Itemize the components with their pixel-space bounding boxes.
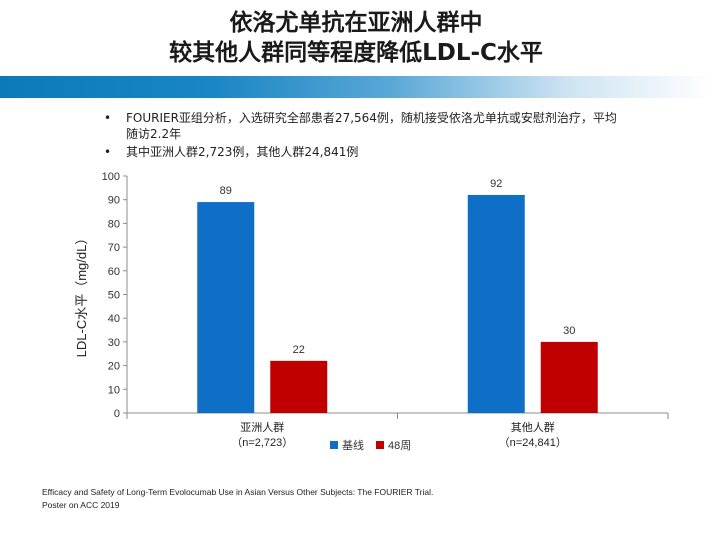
y-tick-label: 80 [108,218,120,230]
data-label: 92 [490,178,502,190]
header-gradient-band [0,76,712,98]
bar-chart: 0 10 20 30 40 50 60 70 80 90 100 LDL-C水平（mg/dL） 89 22… [74,171,669,452]
legend-label: 基线 [342,438,364,452]
bar [197,202,255,413]
y-tick-label: 50 [108,290,120,302]
bullet-marker: • [104,145,112,159]
data-label: 89 [220,185,232,197]
y-tick-label: 20 [108,361,120,373]
y-axis-title: LDL-C水平（mg/dL） [74,232,89,358]
x-category-label: 亚洲人群 [240,420,284,434]
bullet-text: FOURIER亚组分析，入选研究全部患者27,564例，随机接受依洛尤单抗或安慰… [126,111,617,141]
title-line-1: 依洛尤单抗在亚洲人群中 [229,10,483,36]
reference-footnote: Efficacy and Safety of Long-Term Evolocu… [42,486,433,512]
bullet-item: • FOURIER亚组分析，入选研究全部患者27,564例，随机接受依洛尤单抗或… [104,110,624,142]
title-line-2: 较其他人群同等程度降低LDL-C水平 [169,40,543,66]
bar [467,194,525,413]
x-category-sublabel: （n=2,723） [231,436,293,449]
y-tick-label: 100 [102,171,120,183]
legend-swatch [330,441,338,449]
legend-label: 48周 [388,439,411,452]
bullet-list: • FOURIER亚组分析，入选研究全部患者27,564例，随机接受依洛尤单抗或… [104,110,624,162]
bullet-text: 其中亚洲人群2,723例，其他人群24,841例 [126,145,359,159]
legend-swatch [376,441,384,449]
x-category-sublabel: （n=24,841） [499,436,567,449]
bar [270,360,328,413]
footnote-line-2: Poster on ACC 2019 [42,500,120,510]
y-tick-label: 0 [114,408,120,420]
bullet-marker: • [104,111,112,125]
data-label: 22 [293,344,305,356]
bar [540,341,598,413]
bullet-item: • 其中亚洲人群2,723例，其他人群24,841例 [104,144,624,160]
y-tick-label: 40 [108,313,120,325]
y-tick-label: 60 [108,266,120,278]
y-tick-label: 70 [108,242,120,254]
slide-title: 依洛尤单抗在亚洲人群中 较其他人群同等程度降低LDL-C水平 [0,8,712,68]
y-tick-label: 10 [108,384,120,396]
footnote-line-1: Efficacy and Safety of Long-Term Evolocu… [42,487,434,497]
data-label: 30 [563,325,575,337]
x-category-label: 其他人群 [511,420,555,434]
y-tick-label: 30 [108,337,120,349]
y-tick-label: 90 [108,195,120,207]
